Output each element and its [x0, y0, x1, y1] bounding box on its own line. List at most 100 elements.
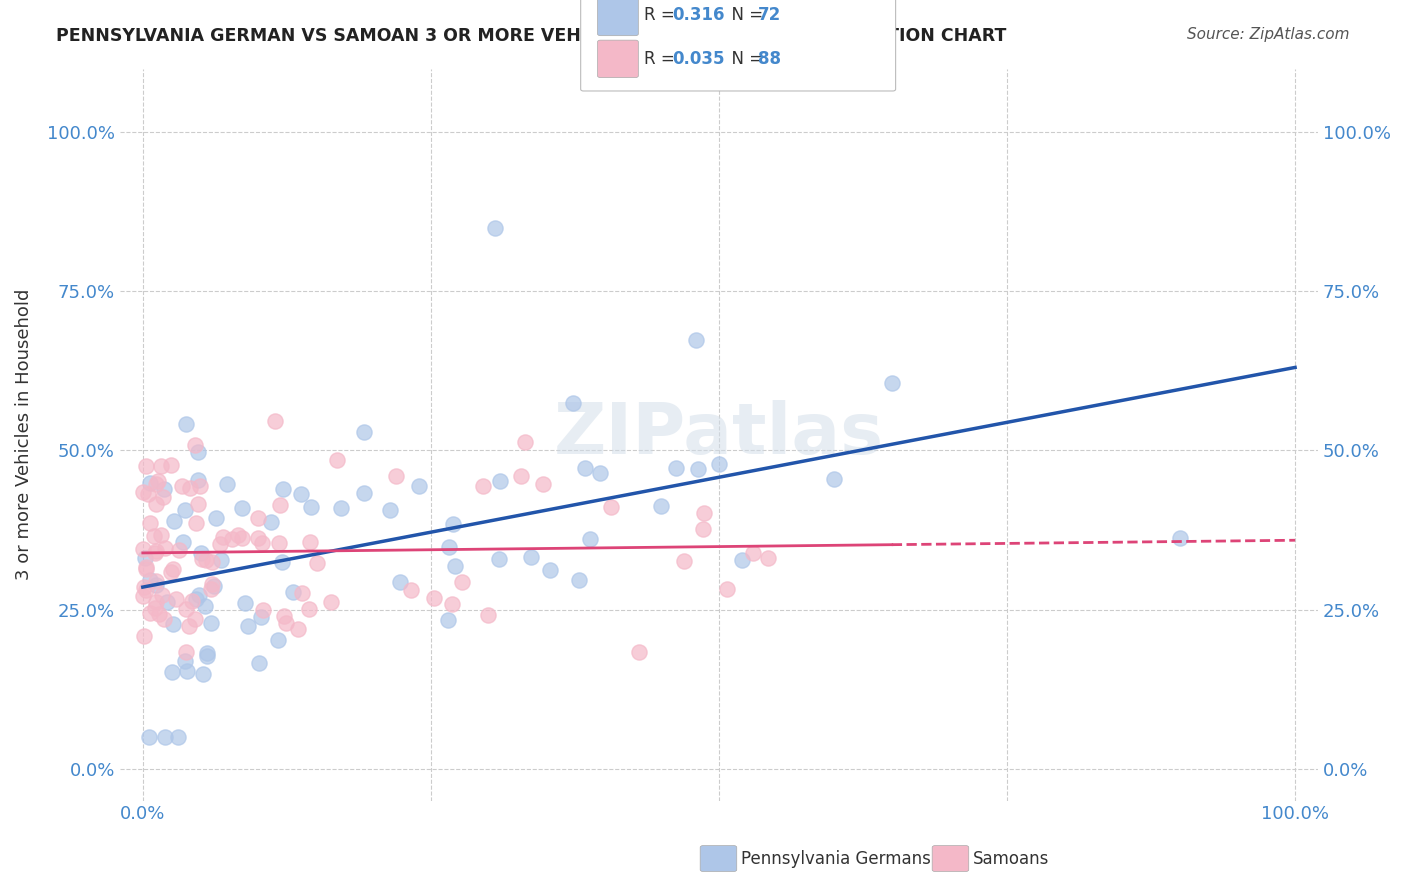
Point [319, 595, 342, 609]
Point [250, 609, 273, 624]
Point [135, 582, 157, 597]
Point [134, 551, 156, 566]
Point [135, 458, 157, 473]
Point [145, 497, 167, 511]
Point [271, 555, 294, 569]
Point [187, 497, 209, 511]
Point [488, 475, 510, 489]
Point [217, 477, 239, 491]
Point [269, 498, 291, 512]
Point [212, 530, 235, 544]
Point [184, 612, 207, 626]
Point [184, 438, 207, 452]
Point [138, 730, 160, 744]
Point [179, 481, 201, 495]
Point [538, 563, 561, 577]
Point [208, 537, 231, 551]
Point [693, 506, 716, 520]
Text: PENNSYLVANIA GERMAN VS SAMOAN 3 OR MORE VEHICLES IN HOUSEHOLD CORRELATION CHART: PENNSYLVANIA GERMAN VS SAMOAN 3 OR MORE … [56, 27, 1007, 45]
Point [149, 528, 172, 542]
Point [650, 499, 672, 513]
Point [148, 607, 170, 621]
Point [209, 553, 232, 567]
Point [688, 462, 710, 476]
Point [450, 575, 472, 590]
Point [221, 532, 243, 546]
Point [172, 535, 194, 549]
Point [484, 220, 506, 235]
Point [330, 501, 353, 516]
Point [162, 562, 184, 576]
Point [143, 529, 166, 543]
Point [627, 645, 650, 659]
Point [165, 592, 187, 607]
Point [187, 474, 209, 488]
Point [149, 459, 172, 474]
Point [153, 730, 176, 744]
Point [201, 555, 224, 569]
Point [205, 510, 228, 524]
Text: 0.316: 0.316 [672, 6, 724, 24]
Point [159, 566, 181, 580]
Point [408, 478, 430, 492]
Point [263, 414, 285, 428]
Point [880, 376, 903, 390]
Point [273, 609, 295, 624]
Point [353, 425, 375, 439]
Point [146, 475, 169, 489]
Point [1168, 531, 1191, 545]
Point [305, 556, 328, 570]
Point [145, 595, 167, 609]
Point [145, 477, 167, 491]
Point [174, 654, 197, 668]
Point [134, 580, 156, 594]
Point [297, 602, 319, 616]
Point [271, 482, 294, 496]
Point [145, 577, 167, 591]
Point [156, 595, 179, 609]
Point [186, 516, 208, 530]
Point [477, 608, 499, 623]
Text: N =: N = [721, 50, 769, 68]
Y-axis label: 3 or more Vehicles in Household: 3 or more Vehicles in Household [15, 289, 32, 581]
Point [423, 591, 446, 606]
Point [177, 619, 200, 633]
Point [510, 469, 533, 483]
Point [200, 582, 222, 596]
Point [385, 468, 408, 483]
Point [187, 444, 209, 458]
Point [135, 559, 157, 574]
Point [152, 490, 174, 504]
Point [169, 543, 191, 558]
Point [145, 543, 167, 558]
Point [252, 603, 274, 617]
Text: Source: ZipAtlas.com: Source: ZipAtlas.com [1187, 27, 1350, 42]
Point [233, 596, 256, 610]
Point [132, 541, 155, 556]
Text: 0.035: 0.035 [672, 50, 724, 68]
Text: 88: 88 [758, 50, 780, 68]
Point [325, 452, 347, 467]
Point [231, 501, 253, 516]
Point [707, 457, 730, 471]
Point [568, 574, 591, 588]
Point [731, 553, 754, 567]
Point [299, 535, 322, 549]
Point [188, 588, 211, 602]
Point [191, 552, 214, 566]
Point [574, 460, 596, 475]
Point [201, 577, 224, 591]
Text: R =: R = [644, 50, 681, 68]
Point [181, 593, 204, 607]
Point [267, 536, 290, 550]
Point [441, 516, 464, 531]
Point [378, 503, 401, 517]
Point [153, 541, 176, 556]
Point [247, 656, 270, 670]
Point [134, 629, 156, 643]
Point [716, 582, 738, 596]
Point [174, 645, 197, 659]
Point [184, 592, 207, 607]
Point [588, 466, 610, 480]
Point [685, 334, 707, 348]
